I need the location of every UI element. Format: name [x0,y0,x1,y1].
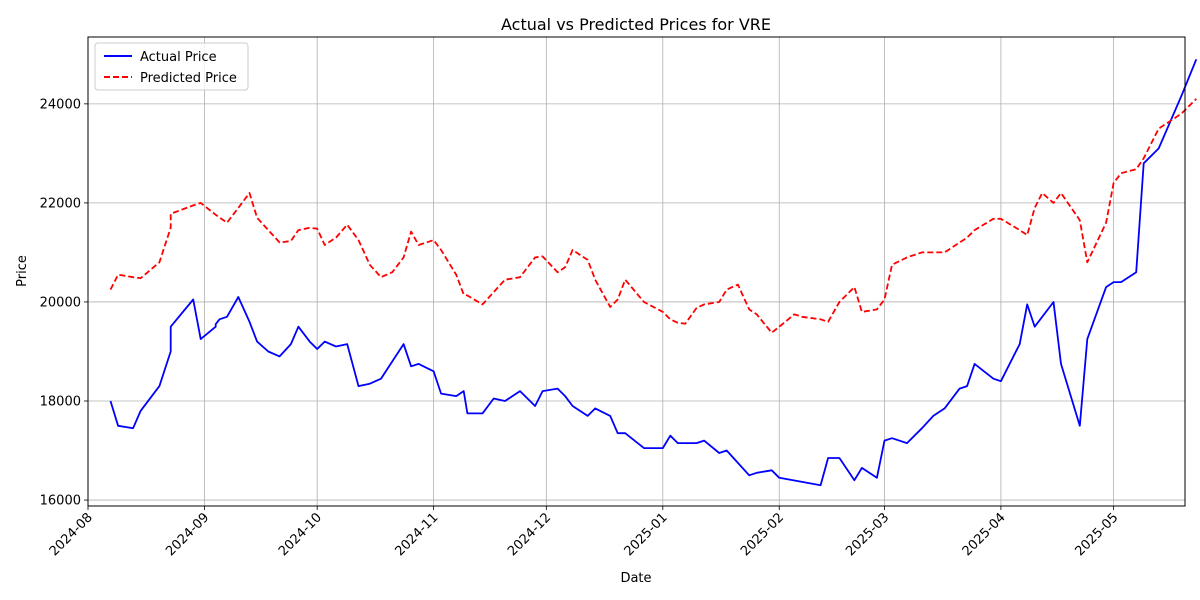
y-tick-label: 22000 [40,196,81,211]
y-tick-label: 16000 [40,494,81,509]
grid-layer [87,37,1185,506]
plot-area-frame [87,36,1186,507]
y-axis: 16000 18000 20000 22000 24000 [40,97,88,509]
y-tick-label: 20000 [40,295,81,310]
series-line-predicted-price [109,98,1197,334]
y-axis-label: Price [15,255,30,287]
y-tick-label: 18000 [40,395,81,410]
y-tick-label: 24000 [40,97,81,112]
chart-title: Actual vs Predicted Prices for VRE [501,15,771,34]
legend-label-actual: Actual Price [140,50,217,65]
x-axis-label: Date [620,571,651,586]
series-line-actual-price [109,58,1198,487]
series-layer [109,58,1198,487]
legend-label-predicted: Predicted Price [140,71,237,86]
legend: Actual Price Predicted Price [94,42,249,91]
legend-box [94,42,249,91]
